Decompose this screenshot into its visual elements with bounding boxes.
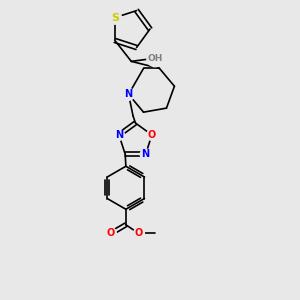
Circle shape — [140, 149, 151, 160]
Text: O: O — [148, 130, 156, 140]
Circle shape — [134, 228, 144, 238]
Circle shape — [123, 88, 134, 100]
Text: N: N — [124, 89, 133, 99]
Text: OH: OH — [148, 54, 163, 63]
Text: N: N — [142, 149, 150, 159]
Circle shape — [114, 130, 124, 140]
Text: N: N — [115, 130, 123, 140]
Circle shape — [108, 11, 122, 24]
Text: O: O — [135, 228, 143, 238]
Circle shape — [106, 228, 116, 238]
Text: S: S — [111, 13, 119, 23]
Circle shape — [147, 50, 164, 67]
Text: O: O — [107, 228, 115, 238]
Circle shape — [146, 130, 157, 140]
